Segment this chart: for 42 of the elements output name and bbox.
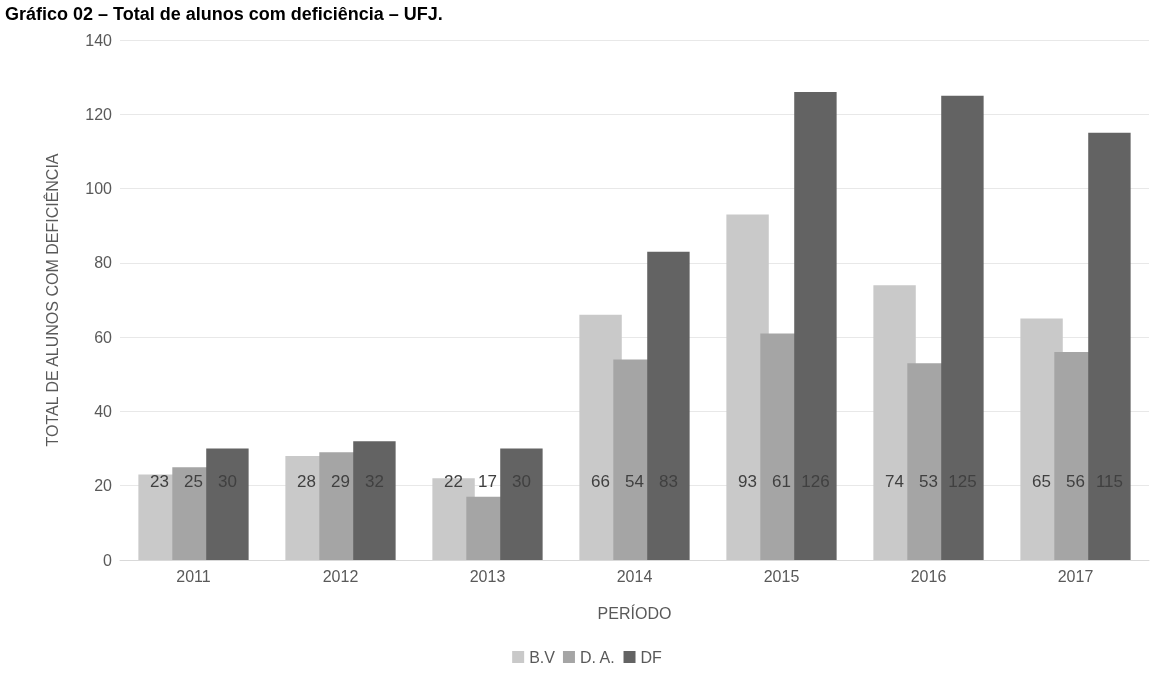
data-label: 22 (444, 472, 464, 491)
y-tick-label: 120 (85, 105, 113, 123)
legend-label: B.V (529, 648, 556, 666)
legend-label: DF (640, 648, 663, 666)
data-label: 29 (331, 472, 350, 491)
y-tick-label: 60 (94, 328, 113, 346)
data-label: 53 (919, 472, 938, 491)
chart-title: Gráfico 02 – Total de alunos com deficiência – UFJ. (5, 4, 443, 24)
y-tick-label: 140 (85, 31, 113, 49)
data-label: 54 (625, 472, 644, 491)
data-label: 23 (150, 472, 170, 491)
bar (1088, 132, 1131, 560)
y-tick-label: 40 (94, 402, 113, 420)
bar (206, 448, 249, 560)
bar (941, 95, 984, 560)
data-label: 25 (184, 472, 203, 491)
y-axis-title: TOTAL DE ALUNOS COM DEFICIÊNCIA (42, 153, 61, 447)
data-label: 28 (297, 472, 317, 491)
y-tick-label: 0 (103, 551, 113, 569)
x-tick-label: 2013 (469, 567, 506, 585)
bar (647, 251, 690, 560)
data-label: 17 (478, 472, 497, 491)
x-tick-label: 2015 (763, 567, 800, 585)
data-label: 65 (1032, 472, 1052, 491)
bar (794, 92, 837, 560)
x-axis-title: PERÍODO (597, 603, 672, 622)
bar (500, 448, 543, 560)
data-label: 74 (885, 472, 905, 491)
legend-label: D. A. (579, 648, 615, 666)
data-label: 56 (1066, 472, 1085, 491)
y-tick-label: 80 (94, 254, 113, 272)
data-label: 61 (772, 472, 791, 491)
x-tick-label: 2016 (910, 567, 947, 585)
data-label: 93 (738, 472, 758, 491)
x-tick-label: 2014 (616, 567, 653, 585)
x-tick-label: 2012 (322, 567, 359, 585)
y-tick-label: 100 (85, 180, 113, 198)
x-tick-label: 2011 (176, 567, 211, 585)
x-tick-label: 2017 (1057, 567, 1094, 585)
y-tick-label: 20 (94, 477, 113, 495)
data-label: 66 (591, 472, 611, 491)
bar (353, 441, 396, 560)
